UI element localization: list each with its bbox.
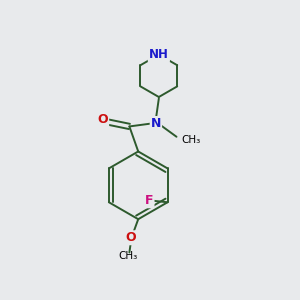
- Text: CH₃: CH₃: [181, 135, 200, 145]
- Text: F: F: [145, 194, 154, 207]
- Text: NH: NH: [149, 48, 169, 61]
- Text: O: O: [98, 112, 108, 126]
- Text: CH₃: CH₃: [118, 251, 137, 261]
- Text: N: N: [151, 117, 161, 130]
- Text: O: O: [125, 231, 136, 244]
